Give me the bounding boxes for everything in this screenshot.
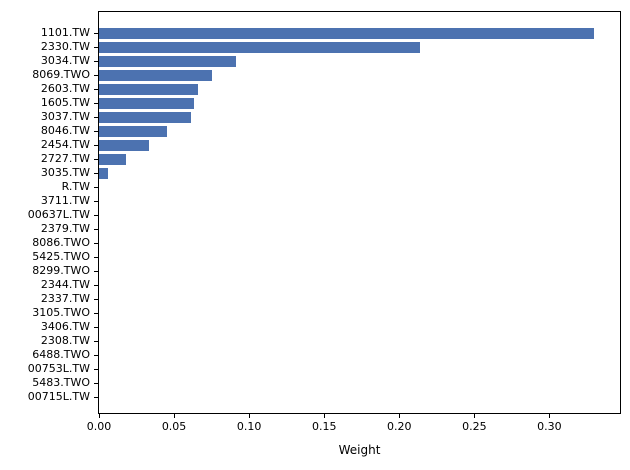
y-tick-mark xyxy=(94,396,98,398)
x-tick-mark xyxy=(173,414,175,418)
y-tick-label: 3711.TW xyxy=(40,194,90,207)
y-tick-label: 5483.TWO xyxy=(32,376,90,389)
y-tick-mark xyxy=(94,116,98,118)
y-tick-mark xyxy=(94,214,98,216)
x-tick-mark xyxy=(98,414,100,418)
y-tick-label: 2308.TW xyxy=(40,334,90,347)
y-tick-mark xyxy=(94,172,98,174)
bar-2454.TW xyxy=(99,139,149,151)
y-tick-mark xyxy=(94,270,98,272)
x-tick-label: 0.25 xyxy=(462,420,487,433)
bar-3035.TW xyxy=(99,167,108,179)
x-axis-title: Weight xyxy=(338,443,381,457)
bar-1605.TW xyxy=(99,97,194,109)
bar-8046.TW xyxy=(99,125,167,137)
y-tick-label: 5425.TWO xyxy=(32,250,90,263)
y-tick-label: 2330.TW xyxy=(40,40,90,53)
y-tick-mark xyxy=(94,46,98,48)
x-tick-mark xyxy=(248,414,250,418)
x-tick-mark xyxy=(323,414,325,418)
y-tick-mark xyxy=(94,186,98,188)
y-tick-label: 2379.TW xyxy=(40,222,90,235)
y-tick-label: 1101.TW xyxy=(40,26,90,39)
y-tick-mark xyxy=(94,144,98,146)
y-tick-label: 2454.TW xyxy=(40,138,90,151)
x-tick-mark xyxy=(548,414,550,418)
y-tick-label: 3105.TWO xyxy=(32,306,90,319)
plot-area: Weight 1101.TW 2330.TW 3034.TW 8069.TWO 2603… xyxy=(28,11,621,457)
bar-2330.TW xyxy=(99,41,421,53)
x-tick-mark xyxy=(473,414,475,418)
x-tick-label: 0.05 xyxy=(161,420,187,433)
y-tick-mark xyxy=(94,130,98,132)
y-tick-mark xyxy=(94,382,98,384)
y-tick-mark xyxy=(94,60,98,62)
y-tick-mark xyxy=(94,158,98,160)
x-tick-label: 0.30 xyxy=(537,420,562,433)
y-tick-label: 8299.TWO xyxy=(32,264,90,277)
y-tick-mark xyxy=(94,368,98,370)
bar-3037.TW xyxy=(99,111,191,123)
x-tick-label: 0.15 xyxy=(311,420,337,433)
y-tick-label: 3037.TW xyxy=(40,110,90,123)
y-tick-label: 2337.TW xyxy=(40,292,90,305)
y-tick-mark xyxy=(94,242,98,244)
y-tick-mark xyxy=(94,312,98,314)
x-tick-label: 0.10 xyxy=(236,420,262,433)
bar-8069.TWO xyxy=(99,69,212,81)
y-tick-mark xyxy=(94,200,98,202)
y-tick-mark xyxy=(94,354,98,356)
x-tick-mark xyxy=(398,414,400,418)
y-tick-label: 6488.TWO xyxy=(32,348,90,361)
y-tick-mark xyxy=(94,74,98,76)
x-tick-label: 0.20 xyxy=(387,420,412,433)
y-tick-label: R.TW xyxy=(61,180,90,193)
y-tick-label: 8046.TW xyxy=(40,124,90,137)
y-tick-label: 00753L.TW xyxy=(27,362,90,375)
y-tick-label: 2603.TW xyxy=(40,82,90,95)
y-tick-label: 00637L.TW xyxy=(27,208,90,221)
y-tick-mark xyxy=(94,284,98,286)
bar-3034.TW xyxy=(99,55,236,67)
bar-2603.TW xyxy=(99,83,199,95)
y-tick-mark xyxy=(94,298,98,300)
y-tick-mark xyxy=(94,88,98,90)
y-tick-label: 3406.TW xyxy=(40,320,90,333)
y-tick-label: 3035.TW xyxy=(40,166,90,179)
y-tick-label: 1605.TW xyxy=(40,96,90,109)
y-tick-label: 8086.TWO xyxy=(32,236,90,249)
y-tick-mark xyxy=(94,340,98,342)
y-tick-label: 2344.TW xyxy=(40,278,90,291)
y-tick-label: 00715L.TW xyxy=(27,390,90,403)
y-tick-label: 8069.TWO xyxy=(32,68,90,81)
y-tick-mark xyxy=(94,326,98,328)
y-tick-label: 3034.TW xyxy=(40,54,90,67)
y-tick-mark xyxy=(94,32,98,34)
y-tick-mark xyxy=(94,102,98,104)
bar-1101.TW xyxy=(99,27,595,39)
y-tick-mark xyxy=(94,228,98,230)
x-tick-label: 0.00 xyxy=(86,420,112,433)
bar-2727.TW xyxy=(99,153,127,165)
y-tick-label: 2727.TW xyxy=(40,152,90,165)
y-tick-mark xyxy=(94,256,98,258)
